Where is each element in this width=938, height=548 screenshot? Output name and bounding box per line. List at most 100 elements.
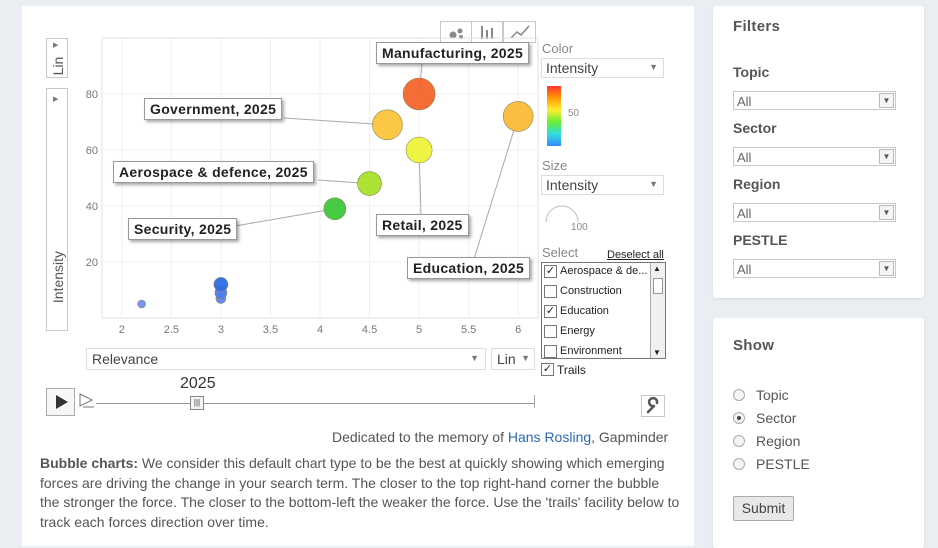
- submit-button[interactable]: Submit: [733, 496, 794, 521]
- bubble-point[interactable]: [502, 101, 534, 132]
- list-scrollbar[interactable]: ▲ ▼: [650, 263, 665, 358]
- size-scale-max: 100: [571, 222, 588, 233]
- x-scale-label: Lin: [497, 351, 516, 367]
- x-tick-label: 5.5: [461, 324, 476, 336]
- radio-button[interactable]: [733, 458, 745, 470]
- x-tick-label: 4.5: [362, 324, 377, 336]
- settings-button[interactable]: [641, 395, 665, 417]
- x-tick-label: 2.5: [164, 324, 179, 336]
- x-tick-label: 2: [119, 324, 125, 336]
- timeline-handle[interactable]: |||: [190, 396, 204, 410]
- checkbox[interactable]: [544, 325, 557, 338]
- chevron-down-icon: ▼: [521, 353, 530, 363]
- speed-control[interactable]: [78, 392, 98, 412]
- bubble-point[interactable]: [402, 77, 436, 111]
- color-select[interactable]: Intensity ▼: [541, 58, 664, 78]
- size-select-value: Intensity: [546, 177, 599, 193]
- bubble-point[interactable]: [323, 197, 347, 221]
- chevron-down-icon: ▼: [879, 149, 894, 164]
- color-scale: [547, 86, 561, 146]
- scroll-down-icon[interactable]: ▼: [653, 348, 661, 357]
- label-leader-line: [283, 117, 388, 126]
- timeline-end-tick: [534, 395, 535, 408]
- region-label: Region: [733, 176, 781, 192]
- chart-card: ▶ Lin ▶ Intensity 2 2.5 3 3.5 4 4.5 5 5.5 6 20 40…: [22, 6, 694, 546]
- year-label: 2025: [180, 375, 216, 392]
- x-tick-label: 3.5: [263, 324, 278, 336]
- filters-card: Filters Topic All ▼ Sector All ▼ Region …: [713, 6, 924, 298]
- chevron-down-icon: ▼: [470, 353, 479, 363]
- timeline-track[interactable]: [96, 403, 535, 404]
- checkbox-checked[interactable]: ✓: [541, 363, 554, 376]
- scroll-thumb[interactable]: [653, 278, 663, 294]
- bubble-label-retail: Retail, 2025: [376, 214, 469, 236]
- chevron-down-icon: ▼: [879, 261, 894, 276]
- hans-rosling-link[interactable]: Hans Rosling: [507, 429, 592, 445]
- x-tick-label: 3: [218, 324, 224, 336]
- y-scale-select[interactable]: ▶ Lin: [46, 38, 68, 78]
- region-select[interactable]: All ▼: [733, 203, 896, 222]
- bubble-label-government: Government, 2025: [144, 98, 283, 120]
- bubble-point[interactable]: [372, 109, 403, 141]
- scroll-up-icon[interactable]: ▲: [653, 264, 661, 273]
- color-label: Color: [542, 41, 574, 56]
- color-scale-mid: 50: [568, 108, 580, 119]
- x-tick-label: 6: [515, 324, 521, 336]
- topic-label: Topic: [733, 64, 770, 80]
- bubble-point[interactable]: [213, 277, 229, 292]
- select-label: Select: [542, 245, 579, 260]
- y-scale-caret: ▶: [53, 42, 59, 49]
- bubble-point[interactable]: [357, 171, 382, 196]
- y-axis-caret: ▶: [53, 96, 59, 103]
- x-scale-select[interactable]: Lin ▼: [491, 348, 535, 370]
- dedication-caption: Dedicated to the memory of Hans Rosling,…: [332, 429, 669, 445]
- bubble-label-manufacturing: Manufacturing, 2025: [376, 42, 530, 64]
- y-tick-label: 20: [86, 257, 98, 269]
- line-chart-icon: [510, 25, 530, 39]
- bubble-label-education: Education, 2025: [407, 257, 531, 279]
- y-axis-select[interactable]: ▶ Intensity: [46, 88, 68, 331]
- description-body: We consider this default chart type to b…: [40, 455, 680, 530]
- checkbox[interactable]: [544, 285, 557, 298]
- checkbox-checked[interactable]: ✓: [544, 265, 557, 278]
- label-leader-line: [234, 208, 335, 227]
- bar-chart-icon: [481, 26, 493, 39]
- chevron-down-icon: ▼: [649, 179, 658, 189]
- deselect-all-link[interactable]: Deselect all: [607, 249, 664, 261]
- x-tick-label: 4: [317, 324, 323, 336]
- label-leader-line: [473, 116, 519, 260]
- size-select[interactable]: Intensity ▼: [541, 175, 664, 195]
- sector-select[interactable]: All ▼: [733, 147, 896, 166]
- chevron-down-icon: ▼: [879, 93, 894, 108]
- show-card: Show Topic Sector Region PESTLE Submit: [713, 318, 924, 548]
- bubble-point[interactable]: [137, 299, 146, 309]
- play-icon: [56, 395, 68, 409]
- bubble-label-aerospace: Aerospace & defence, 2025: [113, 161, 314, 183]
- pestle-label: PESTLE: [733, 232, 788, 248]
- checkbox[interactable]: [544, 345, 557, 358]
- sector-label: Sector: [733, 120, 777, 136]
- pestle-select[interactable]: All ▼: [733, 259, 896, 278]
- radio-button[interactable]: [733, 435, 745, 447]
- checkbox-checked[interactable]: ✓: [544, 305, 557, 318]
- size-label: Size: [542, 158, 568, 173]
- x-axis-select[interactable]: Relevance ▼: [86, 348, 486, 370]
- size-scale-icon: [545, 205, 579, 223]
- chevron-down-icon: ▼: [879, 205, 894, 220]
- radio-button-selected[interactable]: [733, 412, 745, 424]
- bubble-chart-icon: [449, 28, 463, 39]
- x-tick-label: 5: [416, 324, 422, 336]
- y-tick-label: 80: [86, 89, 98, 101]
- bubble-description: Bubble charts: We consider this default …: [40, 454, 680, 532]
- y-tick-label: 60: [86, 145, 98, 157]
- select-list[interactable]: ✓ Aerospace & de... Construction ✓ Educa…: [541, 262, 666, 359]
- play-button[interactable]: [46, 388, 75, 416]
- bubble-point[interactable]: [405, 136, 433, 164]
- bubble-label-security: Security, 2025: [128, 218, 238, 240]
- show-title: Show: [733, 337, 775, 354]
- y-tick-label: 40: [86, 201, 98, 213]
- radio-button[interactable]: [733, 389, 745, 401]
- topic-select[interactable]: All ▼: [733, 91, 896, 110]
- filters-title: Filters: [733, 18, 781, 35]
- description-lead: Bubble charts:: [40, 455, 139, 471]
